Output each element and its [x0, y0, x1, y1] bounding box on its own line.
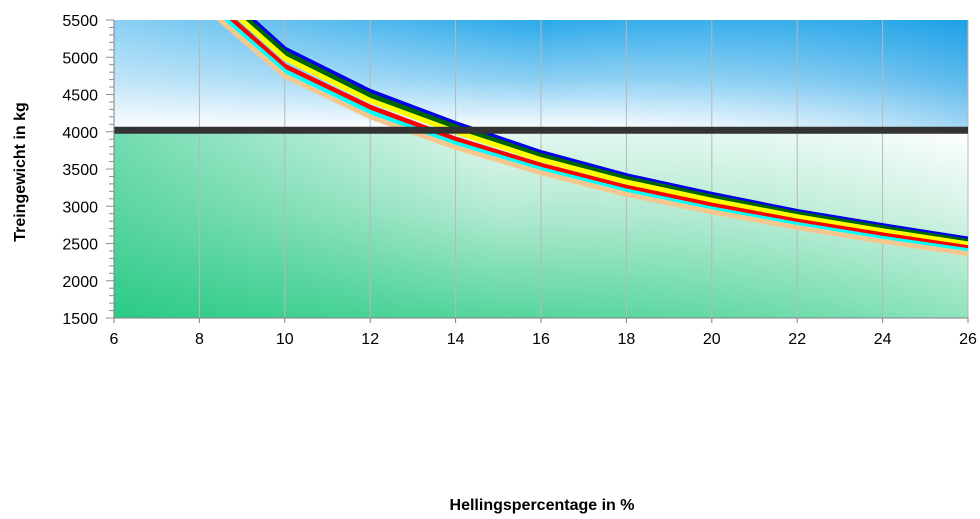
series-line-2 [244, 20, 968, 244]
x-tick-label: 10 [276, 331, 294, 348]
x-tick-label: 20 [703, 331, 721, 348]
x-axis-title: Hellingspercentage in % [450, 497, 635, 514]
y-tick-label: 5000 [62, 50, 98, 67]
y-axis-title: Treingewicht in kg [12, 102, 29, 242]
y-tick-label: 5500 [62, 13, 98, 30]
x-tick-label: 26 [959, 331, 977, 348]
y-tick-label: 1500 [62, 311, 98, 328]
y-axis-ticks: 1500 2000 2500 3000 3500 4000 4500 5000 5500 [62, 13, 114, 328]
data-series [216, 20, 968, 257]
x-axis-ticks: 6 8 10 12 14 16 18 20 22 24 26 [110, 318, 977, 348]
x-tick-label: 16 [532, 331, 550, 348]
series-line-6 [216, 20, 968, 257]
series-line-5 [222, 20, 968, 254]
x-tick-label: 18 [618, 331, 636, 348]
x-tick-label: 12 [361, 331, 379, 348]
y-tick-label: 4500 [62, 88, 98, 105]
x-tick-label: 8 [195, 331, 204, 348]
series-line-3 [237, 20, 968, 247]
y-tick-label: 4000 [62, 125, 98, 142]
series-line-4 [228, 20, 968, 251]
y-tick-label: 3000 [62, 199, 98, 216]
x-tick-label: 14 [447, 331, 465, 348]
y-tick-label: 2500 [62, 237, 98, 254]
y-tick-label: 2000 [62, 274, 98, 291]
x-tick-label: 24 [874, 331, 892, 348]
x-tick-label: 22 [788, 331, 806, 348]
y-tick-label: 3500 [62, 162, 98, 179]
x-tick-label: 6 [110, 331, 119, 348]
